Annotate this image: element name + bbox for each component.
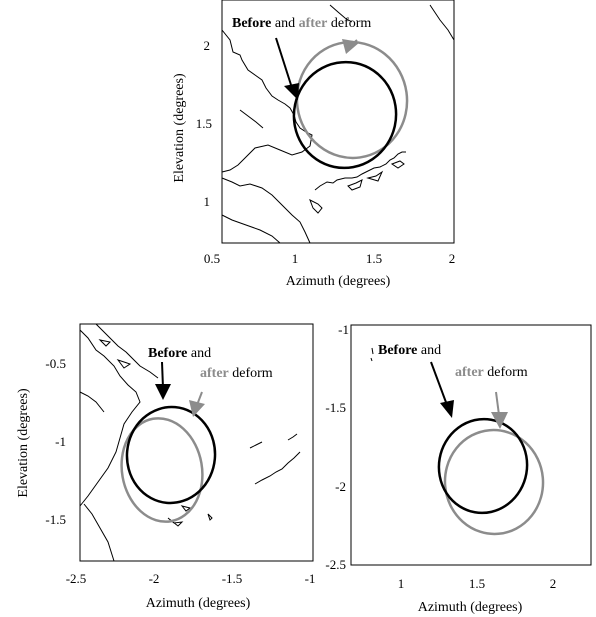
panel-top-y-tick: 1.5 — [196, 116, 212, 131]
panel-top-before-arrow — [275, 37, 293, 89]
panel-top-after-contour — [295, 40, 409, 160]
panel-bottom-right-y-tick: -2.5 — [325, 557, 346, 572]
panel-top-y-tick: 2 — [204, 38, 211, 53]
panel-bottom-right-x-tick: 1.5 — [469, 576, 485, 591]
panel-bottom-left-after-contour — [120, 417, 204, 523]
panel-bottom-left-and-word: and — [187, 346, 211, 361]
panel-bottom-left-y-tick: -1 — [55, 434, 66, 449]
panel-bottom-left-x-tick: -2 — [149, 571, 160, 586]
panel-bottom-left-frame — [79, 323, 314, 562]
panel-bottom-right-after-word: after — [455, 365, 484, 380]
panel-bottom-left-x-tick: -1.5 — [222, 571, 243, 586]
panel-bottom-right-annotation-line1: Before and — [378, 343, 441, 358]
panel-bottom-right-before-contour — [437, 417, 529, 515]
panel-bottom-left-before-contour — [125, 405, 217, 505]
panel-top-annotation: Before and after deform — [232, 16, 371, 31]
panel-bottom-left-annotation-line1: Before and — [148, 346, 211, 361]
panel-bottom-left-y-tick: -0.5 — [45, 356, 66, 371]
panel-top: Before and after deform 2 1.5 1 0.5 1 1.… — [172, 0, 455, 289]
panel-top-frame — [221, 0, 455, 244]
panel-bottom-left-after-word: after — [200, 366, 229, 381]
panel-bottom-left-before-arrowhead — [155, 384, 171, 400]
panel-bottom-right-before-word: Before — [378, 343, 417, 358]
panel-bottom-left-annotation-line2: after deform — [200, 366, 273, 381]
panel-bottom-right-and-word: and — [417, 343, 441, 358]
panel-top-x-tick: 1 — [292, 251, 299, 266]
panel-bottom-left-after-arrowhead — [189, 400, 205, 417]
panel-top-x-tick: 1.5 — [366, 251, 382, 266]
panel-bottom-right-after-arrow — [495, 391, 500, 416]
panel-top-y-tick: 1 — [204, 194, 211, 209]
panel-top-before-arrowhead — [284, 83, 299, 100]
panel-top-x-axis-label: Azimuth (degrees) — [286, 274, 391, 289]
panel-bottom-right-x-axis-label: Azimuth (degrees) — [418, 600, 523, 615]
panel-top-deform-word: deform — [327, 16, 371, 31]
panel-bottom-right-y-tick: -2 — [335, 479, 346, 494]
panel-bottom-left-x-tick: -1 — [305, 571, 316, 586]
panel-bottom-left-y-axis-label: Elevation (degrees) — [16, 388, 31, 498]
panel-bottom-right-before-arrow — [430, 361, 448, 406]
panel-top-before-contour — [292, 60, 398, 170]
panel-bottom-right-y-tick: -1 — [338, 322, 349, 337]
panel-bottom-right-y-tick: -1.5 — [325, 400, 346, 415]
panel-top-after-arrowhead — [342, 39, 360, 54]
panel-bottom-right-after-contour — [443, 428, 545, 536]
panel-top-coastline — [221, 4, 455, 244]
panel-bottom-right-annotation-line2: after deform — [455, 365, 528, 380]
panel-bottom-right-x-tick: 1 — [398, 576, 405, 591]
panel-bottom-left-y-tick: -1.5 — [45, 512, 66, 527]
panel-bottom-left-before-arrow — [161, 361, 164, 389]
panel-top-x-tick: 2 — [449, 251, 456, 266]
panel-bottom-left: Before and after deform -0.5 -1 -1.5 -2.… — [16, 323, 316, 611]
panel-top-x-tick: 0.5 — [204, 251, 220, 266]
panel-bottom-left-x-axis-label: Azimuth (degrees) — [146, 596, 251, 611]
panel-bottom-right-frame — [350, 324, 592, 566]
panel-bottom-right-after-arrowhead — [491, 412, 508, 429]
panel-top-before-word: Before — [232, 16, 271, 31]
panel-bottom-right-before-arrowhead — [440, 400, 454, 418]
panel-top-y-axis-label: Elevation (degrees) — [172, 73, 187, 183]
panel-top-and-word: and — [271, 16, 298, 31]
panel-top-after-word: after — [299, 16, 328, 31]
panel-bottom-right-coastline — [370, 347, 374, 362]
panel-bottom-right-deform-word: deform — [484, 365, 528, 380]
panel-bottom-right-x-tick: 2 — [550, 576, 557, 591]
panel-bottom-right: Before and after deform -1 -1.5 -2 -2.5 … — [325, 322, 592, 615]
panel-bottom-left-before-word: Before — [148, 346, 187, 361]
panel-bottom-left-x-tick: -2.5 — [66, 571, 87, 586]
panel-bottom-left-deform-word: deform — [229, 366, 273, 381]
